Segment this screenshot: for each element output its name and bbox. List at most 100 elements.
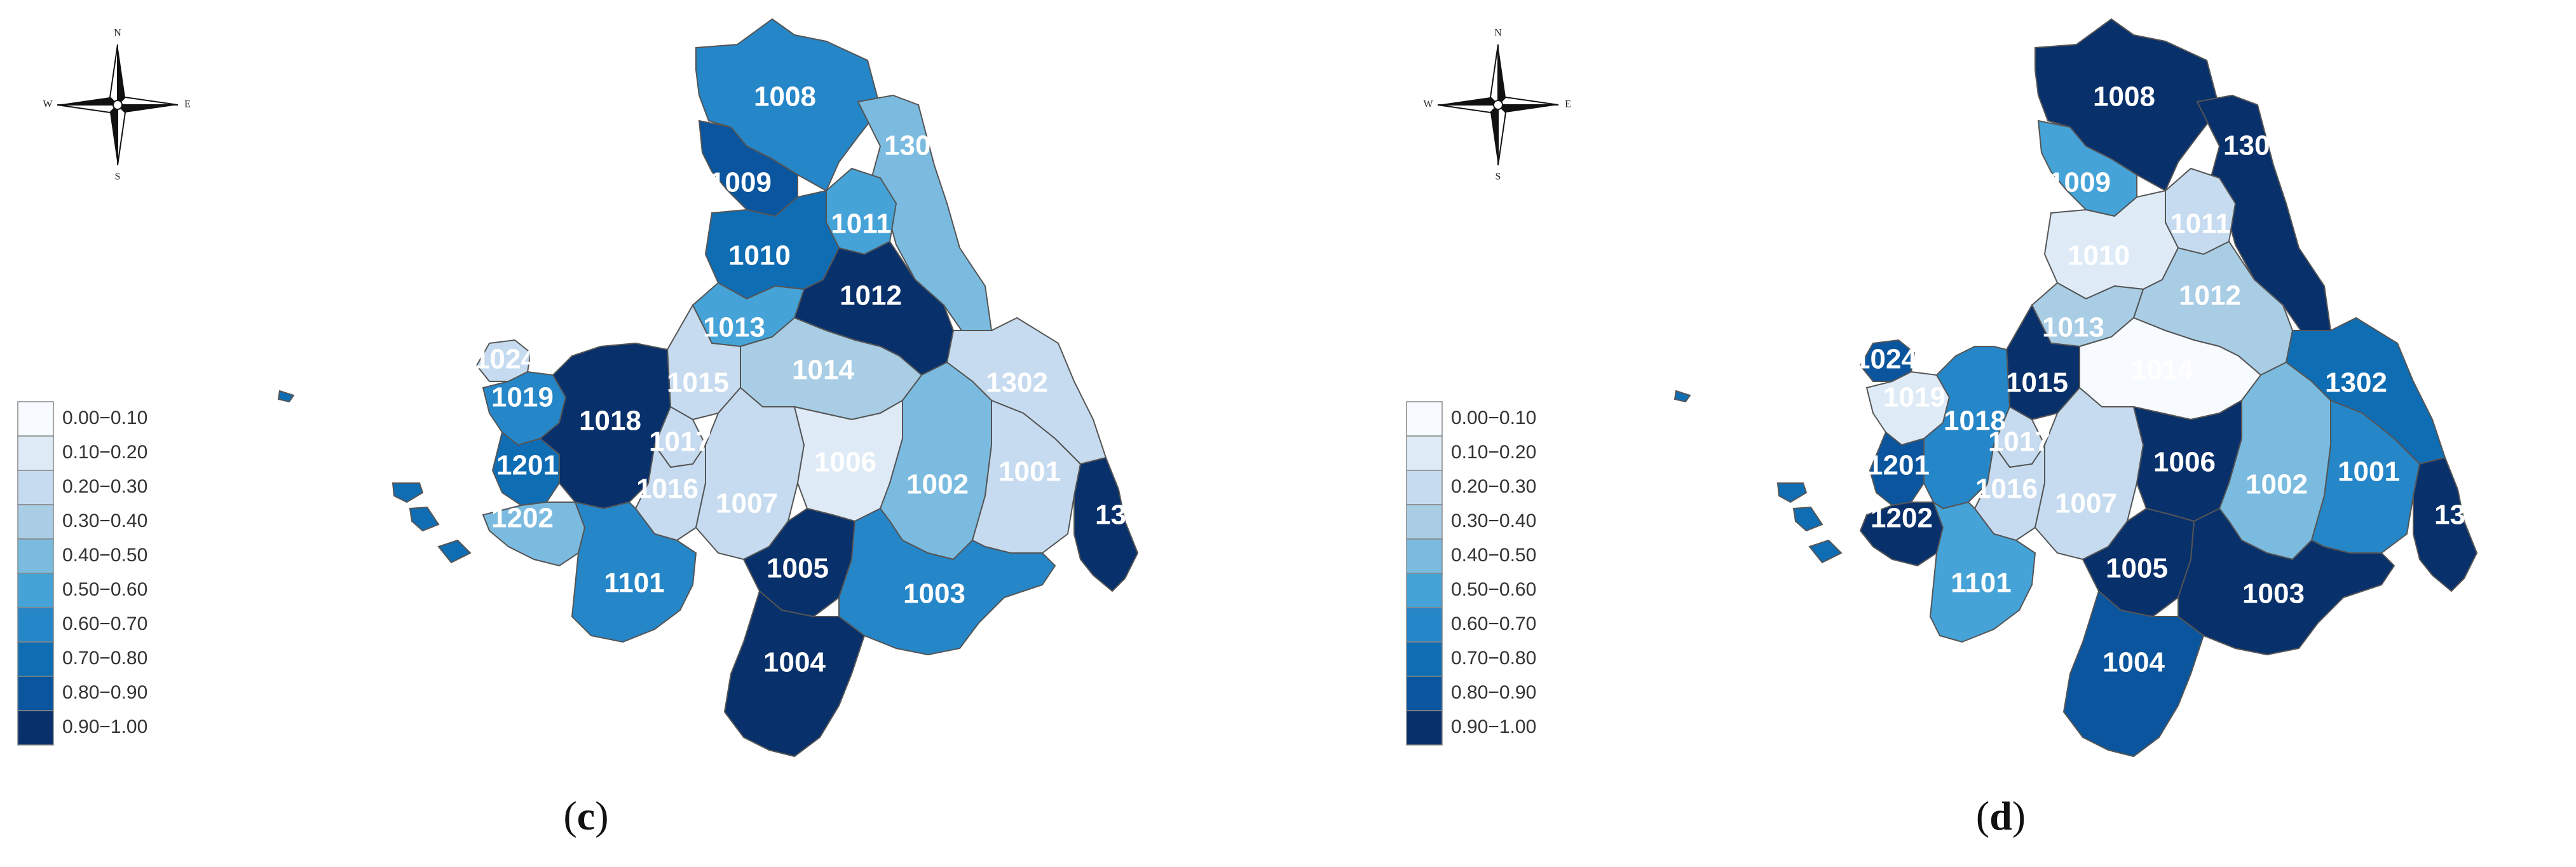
region-labels: 1008 1009 1301 1011 1010 1012 1013 1014 1015 1302… bbox=[1855, 81, 2497, 678]
compass-w: W bbox=[43, 99, 53, 110]
regions bbox=[277, 18, 1139, 758]
compass-rose: N S E W bbox=[43, 28, 190, 182]
region-1303 bbox=[2413, 456, 2478, 592]
region-1101 bbox=[1929, 500, 2036, 643]
compass-e: E bbox=[184, 99, 191, 110]
legend-swatch bbox=[1406, 435, 1443, 471]
region-label-1009: 1009 bbox=[2048, 167, 2111, 198]
legend-label: 0.40−0.50 bbox=[1451, 545, 1536, 566]
region-label-1301: 1301 bbox=[884, 130, 946, 161]
legend-swatch bbox=[17, 401, 54, 437]
region-label-1016: 1016 bbox=[636, 474, 699, 505]
region-label-1001: 1001 bbox=[998, 456, 1061, 488]
island-shape bbox=[392, 482, 424, 503]
region-1101 bbox=[571, 501, 697, 643]
legend-swatch bbox=[17, 538, 54, 574]
region-1004 bbox=[723, 590, 866, 758]
legend-label: 0.00−0.10 bbox=[1451, 407, 1536, 428]
region-label-1014: 1014 bbox=[2131, 355, 2193, 386]
region-label-1011: 1011 bbox=[831, 208, 891, 240]
compass-s: S bbox=[115, 172, 121, 182]
region-label-1011: 1011 bbox=[2170, 208, 2230, 240]
island-shape bbox=[437, 539, 472, 564]
region-label-1004: 1004 bbox=[2102, 647, 2165, 678]
region-label-1009: 1009 bbox=[709, 167, 772, 198]
region-1007 bbox=[695, 386, 805, 561]
compass-n: N bbox=[114, 28, 121, 39]
island-shape bbox=[1808, 539, 1843, 564]
region-label-1006: 1006 bbox=[814, 447, 876, 478]
legend-label: 0.80−0.90 bbox=[62, 682, 147, 703]
legend-label: 0.50−0.60 bbox=[62, 579, 147, 600]
region-label-1018: 1018 bbox=[579, 406, 641, 437]
caption-d: (d) bbox=[1976, 793, 2026, 838]
compass-n: N bbox=[1494, 28, 1502, 39]
region-label-1024: 1024 bbox=[1855, 344, 1917, 375]
region-1303 bbox=[1073, 456, 1139, 592]
island-shape bbox=[409, 506, 440, 532]
region-label-1006: 1006 bbox=[2153, 447, 2216, 478]
region-label-1303: 1303 bbox=[1095, 500, 1157, 531]
map-svg-c: N S E W 0.00−0.10 0.10−0.20 0.20−0.30 0.30−… bbox=[17, 18, 1157, 838]
region-label-1302: 1302 bbox=[2325, 367, 2387, 399]
region-label-1202: 1202 bbox=[491, 503, 554, 534]
legend-swatch bbox=[1406, 607, 1443, 643]
island-shape bbox=[1792, 506, 1823, 532]
region-label-1201: 1201 bbox=[496, 450, 559, 481]
region-label-1018: 1018 bbox=[1944, 406, 2006, 437]
legend-swatch bbox=[17, 470, 54, 505]
legend-label: 0.10−0.20 bbox=[1451, 442, 1536, 463]
island-shape bbox=[1673, 390, 1691, 403]
region-1024 bbox=[475, 339, 532, 382]
compass-w: W bbox=[1423, 99, 1433, 110]
legend-swatch bbox=[17, 435, 54, 471]
region-label-1101: 1101 bbox=[604, 568, 664, 599]
map-svg-d: N S E W 0.00−0.10 0.10−0.20 0.20−0.30 0.30−… bbox=[1406, 18, 2497, 838]
region-label-1003: 1003 bbox=[903, 578, 965, 610]
region-label-1017: 1017 bbox=[1988, 427, 2050, 458]
legend-label: 0.60−0.70 bbox=[62, 613, 147, 634]
legend: 0.00−0.10 0.10−0.20 0.20−0.30 0.30−0.40 0.40… bbox=[17, 401, 147, 746]
legend-label: 0.90−1.00 bbox=[1451, 716, 1536, 737]
region-label-1015: 1015 bbox=[2006, 367, 2068, 399]
legend-label: 0.90−1.00 bbox=[62, 716, 147, 737]
region-1008 bbox=[2034, 18, 2221, 192]
region-label-1301: 1301 bbox=[2223, 130, 2286, 161]
map-panel-d: N S E W 0.00−0.10 0.10−0.20 0.20−0.30 0.30−… bbox=[1288, 0, 2576, 867]
legend-label: 0.30−0.40 bbox=[62, 510, 147, 531]
region-label-1019: 1019 bbox=[491, 382, 554, 413]
legend-label: 0.20−0.30 bbox=[1451, 476, 1536, 497]
legend-swatch bbox=[17, 676, 54, 711]
legend-swatch bbox=[17, 641, 54, 677]
island-shape bbox=[1776, 482, 1808, 503]
regions bbox=[1673, 18, 2478, 758]
legend-label: 0.70−0.80 bbox=[62, 648, 147, 669]
region-label-1019: 1019 bbox=[1883, 382, 1946, 413]
legend-swatch bbox=[1406, 538, 1443, 574]
legend-swatch bbox=[1406, 470, 1443, 505]
legend-swatch bbox=[17, 504, 54, 540]
compass-rose: N S E W bbox=[1423, 28, 1571, 182]
legend-label: 0.60−0.70 bbox=[1451, 613, 1536, 634]
region-label-1010: 1010 bbox=[2068, 240, 2130, 271]
legend-swatch bbox=[17, 573, 54, 608]
legend-label: 0.10−0.20 bbox=[62, 442, 147, 463]
region-label-1005: 1005 bbox=[2106, 553, 2168, 584]
region-label-1016: 1016 bbox=[1975, 474, 2038, 505]
legend-label: 0.30−0.40 bbox=[1451, 510, 1536, 531]
region-label-1024: 1024 bbox=[474, 344, 536, 375]
region-label-1001: 1001 bbox=[2338, 456, 2400, 488]
region-1201 bbox=[1869, 431, 1925, 507]
region-label-1015: 1015 bbox=[667, 367, 729, 399]
region-1201 bbox=[491, 431, 560, 507]
region-label-1003: 1003 bbox=[2242, 578, 2305, 610]
caption-letter-c: c bbox=[577, 793, 595, 838]
region-label-1202: 1202 bbox=[1871, 503, 1933, 534]
legend-label: 0.00−0.10 bbox=[62, 407, 147, 428]
region-label-1101: 1101 bbox=[1951, 568, 2011, 599]
region-label-1007: 1007 bbox=[716, 488, 778, 519]
region-label-1201: 1201 bbox=[1867, 450, 1930, 481]
compass-s: S bbox=[1496, 172, 1501, 182]
island-shape bbox=[277, 390, 295, 403]
region-1008 bbox=[695, 18, 882, 192]
